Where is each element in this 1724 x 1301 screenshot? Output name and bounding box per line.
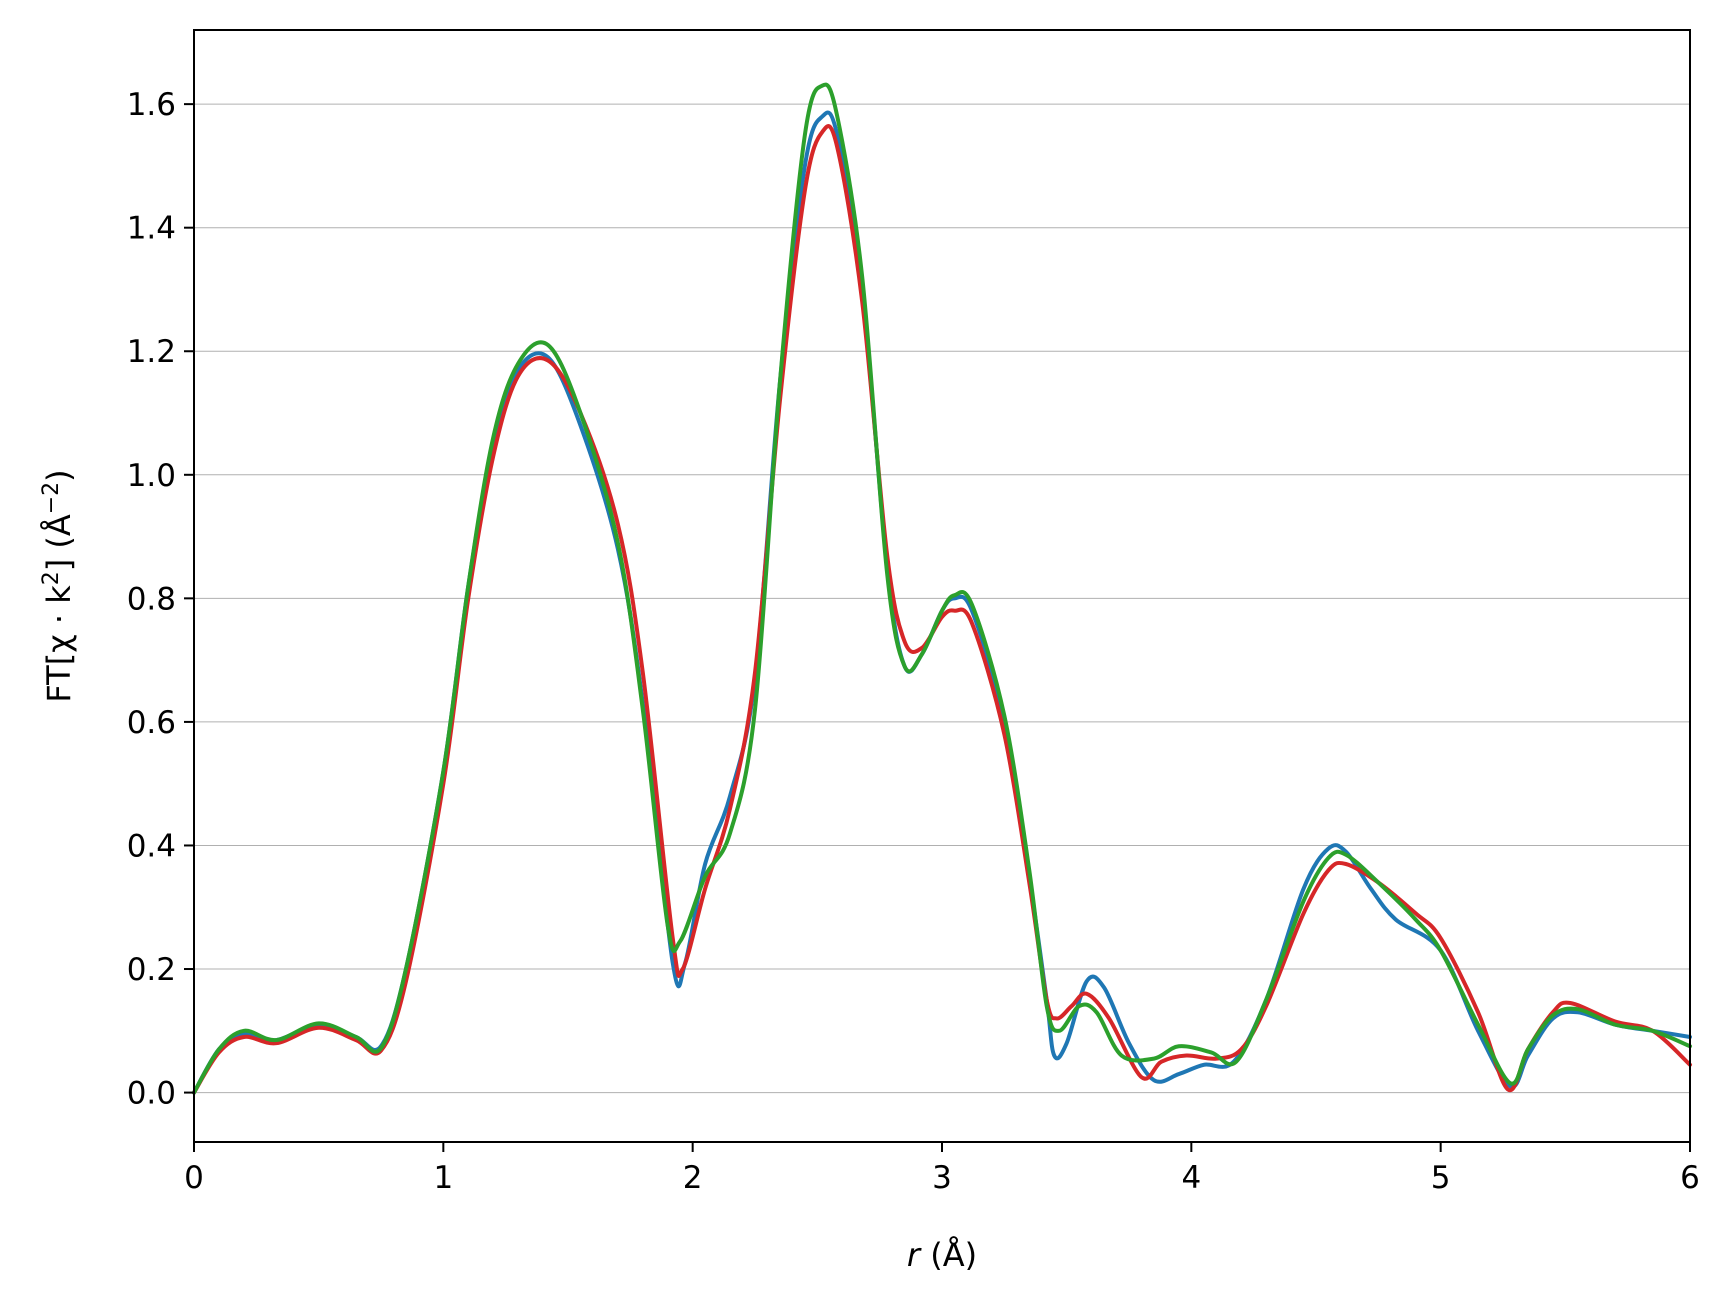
x-tick-label-2: 2 bbox=[683, 1160, 703, 1196]
y-tick-label-7: 1.4 bbox=[127, 211, 176, 247]
y-tick-label-1: 0.2 bbox=[127, 952, 176, 988]
y-axis-label-unit-exp: −2 bbox=[39, 482, 64, 514]
y-axis-label-close: ] (Å bbox=[40, 514, 78, 571]
x-tick-label-6: 6 bbox=[1680, 1160, 1700, 1196]
y-tick-label-0: 0.0 bbox=[127, 1076, 176, 1112]
series-lines bbox=[192, 82, 1692, 1095]
y-axis-label: FT[χ · k2] (Å−2) bbox=[39, 469, 79, 702]
x-axis-label-unit: (Å) bbox=[920, 1236, 977, 1274]
y-tick-label-8: 1.6 bbox=[127, 87, 176, 123]
y-tick-label-6: 1.2 bbox=[127, 334, 176, 370]
series-line-2 bbox=[192, 82, 1692, 1095]
y-axis-label-exp: 2 bbox=[39, 571, 64, 585]
gridlines bbox=[194, 103, 1690, 1094]
x-axis-ticks: 0 1 2 3 4 5 6 bbox=[184, 1142, 1700, 1196]
series-line-1 bbox=[192, 124, 1692, 1095]
y-axis-ticks: 0.0 0.2 0.4 0.6 0.8 1.0 1.2 1.4 1.6 bbox=[127, 87, 194, 1112]
x-tick-label-0: 0 bbox=[184, 1160, 204, 1196]
x-tick-label-4: 4 bbox=[1181, 1160, 1201, 1196]
x-axis-label: r (Å) bbox=[907, 1236, 977, 1274]
y-axis-label-end: ) bbox=[40, 469, 78, 481]
x-tick-label-3: 3 bbox=[932, 1160, 952, 1196]
x-tick-label-5: 5 bbox=[1431, 1160, 1451, 1196]
y-tick-label-3: 0.6 bbox=[127, 705, 176, 741]
y-tick-label-4: 0.8 bbox=[127, 581, 176, 617]
y-axis-label-main: FT[χ · k bbox=[40, 585, 78, 703]
x-axis-label-var: r bbox=[907, 1236, 922, 1274]
x-tick-label-1: 1 bbox=[433, 1160, 453, 1196]
y-tick-label-2: 0.4 bbox=[127, 828, 176, 864]
y-tick-label-5: 1.0 bbox=[127, 458, 176, 494]
